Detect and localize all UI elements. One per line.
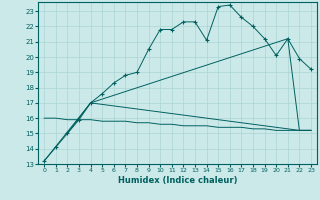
X-axis label: Humidex (Indice chaleur): Humidex (Indice chaleur) [118,176,237,185]
